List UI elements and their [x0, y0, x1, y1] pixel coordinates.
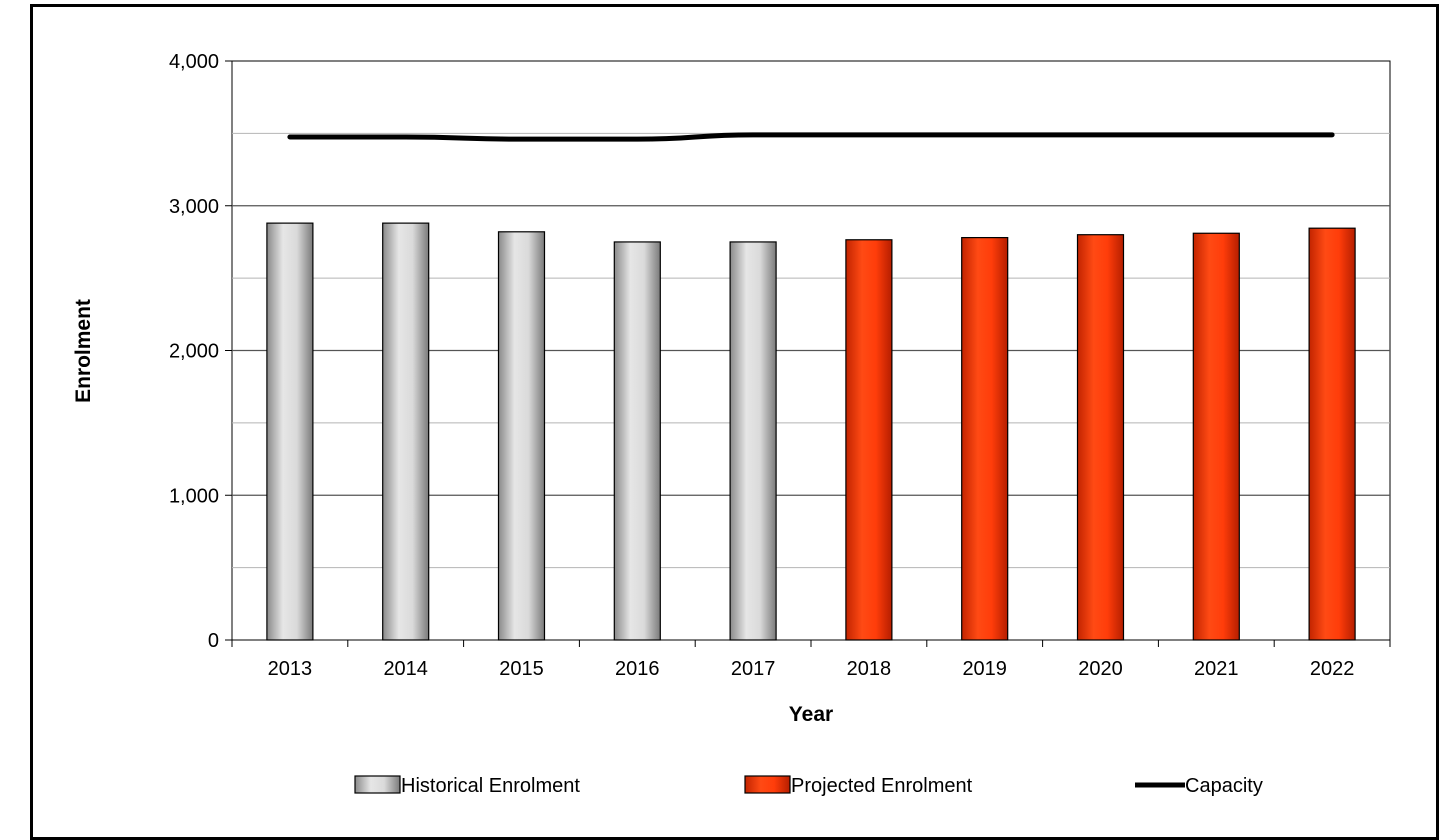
legend-item-historical-enrolment: Historical Enrolment	[354, 775, 580, 797]
bar-projected-enrolment-2018	[845, 239, 893, 641]
x-tick-label: 2017	[731, 658, 776, 680]
bar-historical-enrolment-2017	[729, 241, 777, 641]
x-tick-label: 2022	[1310, 658, 1355, 680]
bar-projected-enrolment-2022	[1308, 227, 1356, 641]
x-tick-label: 2016	[615, 658, 660, 680]
x-tick-label: 2018	[847, 658, 892, 680]
bar-historical-enrolment-2014	[382, 222, 430, 641]
legend-swatch	[744, 775, 791, 794]
bars	[266, 222, 1356, 641]
legend-item-projected-enrolment: Projected Enrolment	[744, 775, 973, 797]
capacity-line	[287, 132, 1335, 142]
bar-projected-enrolment-2021	[1192, 232, 1240, 641]
legend-item-capacity: Capacity	[1135, 775, 1263, 797]
legend-label: Capacity	[1185, 775, 1263, 797]
x-tick-label: 2014	[383, 658, 428, 680]
x-tick-label: 2021	[1194, 658, 1239, 680]
x-tick-label: 2020	[1078, 658, 1123, 680]
y-tick-label: 1,000	[169, 485, 219, 507]
y-tick-label: 2,000	[169, 341, 219, 363]
y-axis-ticks: 0 1,000 2,000 3,000 4,000	[169, 51, 232, 652]
legend-label: Projected Enrolment	[791, 775, 973, 797]
capacity-line-group	[287, 132, 1335, 142]
legend: Historical Enrolment Projected Enrolment C…	[354, 775, 1263, 797]
y-tick-label: 4,000	[169, 51, 219, 73]
x-axis-title: Year	[789, 703, 833, 726]
legend-label: Historical Enrolment	[401, 775, 580, 797]
x-axis-ticks: 2013 2014 2015 2016 2017 2018 2019 2020 2021 2022	[231, 640, 1391, 680]
x-tick-label: 2019	[962, 658, 1007, 680]
bar-projected-enrolment-2020	[1076, 234, 1125, 641]
bar-projected-enrolment-2019	[961, 236, 1009, 641]
x-tick-label: 2013	[268, 658, 313, 680]
x-tick-label: 2015	[499, 658, 544, 680]
bar-historical-enrolment-2016	[613, 241, 661, 641]
legend-swatch	[354, 775, 401, 794]
bar-historical-enrolment-2013	[266, 222, 314, 641]
y-tick-label: 0	[208, 630, 219, 652]
y-axis-title: Enrolment	[72, 299, 95, 403]
bar-historical-enrolment-2015	[497, 231, 546, 641]
y-tick-label: 3,000	[169, 196, 219, 218]
